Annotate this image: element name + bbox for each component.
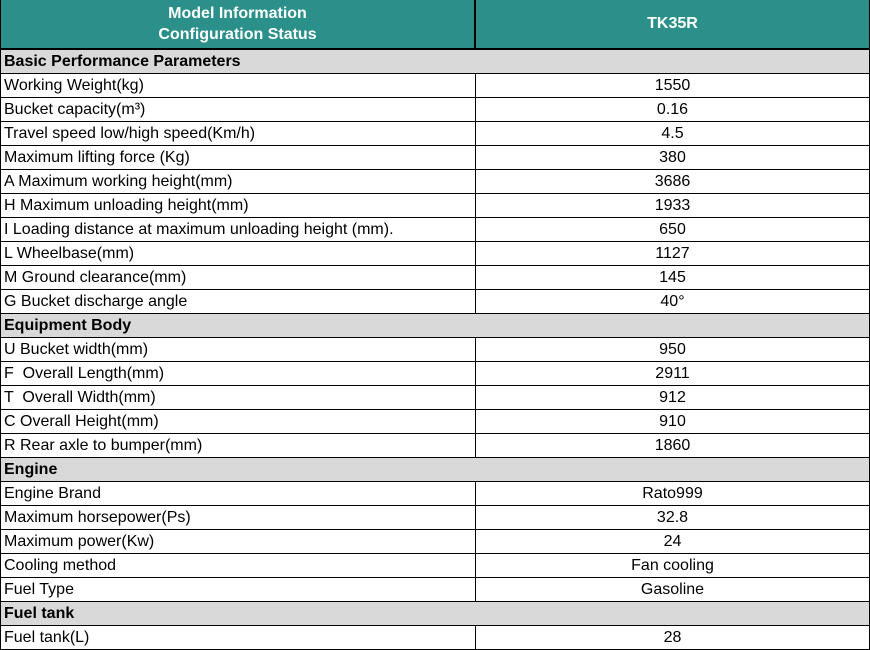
table-row: Maximum horsepower(Ps) 32.8: [1, 506, 869, 530]
table-row: R Rear axle to bumper(mm) 1860: [1, 434, 869, 458]
spec-value: 1127: [655, 244, 690, 262]
model-information-header: Model Information Configuration Status: [1, 0, 476, 48]
spec-value: 1550: [654, 76, 691, 94]
spec-value: 2911: [655, 364, 690, 382]
spec-label: U Bucket width(mm): [1, 338, 476, 361]
table-row: A Maximum working height(mm) 3686: [1, 170, 869, 194]
table-row: Maximum power(Kw) 24: [1, 530, 869, 554]
table-row: Fuel Type Gasoline: [1, 578, 869, 602]
spec-label: Fuel tank(L): [1, 626, 476, 649]
spec-value: 912: [659, 388, 686, 406]
spec-value: 40°: [660, 292, 685, 310]
table-row: M Ground clearance(mm) 145: [1, 266, 869, 290]
table-row: I Loading distance at maximum unloading …: [1, 218, 869, 242]
spec-value: Rato999: [642, 484, 703, 502]
table-row: Travel speed low/high speed(Km/h) 4.5: [1, 122, 869, 146]
table-row: Engine Brand Rato999: [1, 482, 869, 506]
spec-label: Maximum horsepower(Ps): [1, 506, 476, 529]
spec-value: Fan cooling: [631, 556, 714, 574]
spec-label: Maximum power(Kw): [1, 530, 476, 553]
spec-label: C Overall Height(mm): [1, 410, 476, 433]
header-line-configuration-status: Configuration Status: [158, 26, 317, 43]
spec-label: Bucket capacity(m³): [1, 98, 476, 121]
table-row: Bucket capacity(m³) 0.16: [1, 98, 869, 122]
spec-value: 28: [663, 628, 682, 646]
spec-label: Maximum lifting force (Kg): [1, 146, 476, 169]
spec-value: 950: [659, 340, 686, 358]
table-row: F Overall Length(mm) 2911: [1, 362, 869, 386]
section-header: Equipment Body: [1, 314, 869, 338]
spec-value: 650: [659, 220, 686, 238]
spec-value: 145: [659, 268, 686, 286]
model-name-header: TK35R: [647, 15, 698, 32]
section-header: Fuel tank: [1, 602, 869, 626]
spec-label: I Loading distance at maximum unloading …: [1, 218, 476, 241]
table-row: H Maximum unloading height(mm) 1933: [1, 194, 869, 218]
spec-value: 0.16: [656, 100, 689, 118]
spec-label: Cooling method: [1, 554, 476, 577]
spec-label: Engine Brand: [1, 482, 476, 505]
spec-value: 24: [663, 532, 682, 550]
spec-value: 3686: [654, 172, 691, 190]
table-row: U Bucket width(mm) 950: [1, 338, 869, 362]
spec-label: Working Weight(kg): [1, 74, 476, 97]
spec-table-body: Basic Performance Parameters Working Weig…: [1, 50, 869, 650]
section-header: Engine: [1, 458, 869, 482]
spec-label: Fuel Type: [1, 578, 476, 601]
spec-value: 910: [659, 412, 686, 430]
table-row: C Overall Height(mm) 910: [1, 410, 869, 434]
spec-label: T Overall Width(mm): [1, 386, 476, 409]
spec-label: H Maximum unloading height(mm): [1, 194, 476, 217]
spec-label: G Bucket discharge angle: [1, 290, 476, 313]
table-row: Fuel tank(L) 28: [1, 626, 869, 650]
spec-label: M Ground clearance(mm): [1, 266, 476, 289]
table-row: T Overall Width(mm) 912: [1, 386, 869, 410]
spec-value: 4.5: [661, 124, 684, 142]
table-row: Cooling method Fan cooling: [1, 554, 869, 578]
table-row: Working Weight(kg) 1550: [1, 74, 869, 98]
table-row: G Bucket discharge angle 40°: [1, 290, 869, 314]
spec-label: A Maximum working height(mm): [1, 170, 476, 193]
spec-label: L Wheelbase(mm): [1, 242, 476, 265]
spec-label: R Rear axle to bumper(mm): [1, 434, 476, 457]
spec-value: 1860: [654, 436, 691, 454]
spec-value: 32.8: [656, 508, 689, 526]
spec-label: F Overall Length(mm): [1, 362, 476, 385]
spec-label: Travel speed low/high speed(Km/h): [1, 122, 476, 145]
spec-value: Gasoline: [640, 580, 705, 598]
spec-value: 1933: [654, 196, 691, 214]
table-row: Maximum lifting force (Kg) 380: [1, 146, 869, 170]
section-header: Basic Performance Parameters: [1, 50, 869, 74]
header-line-model-information: Model Information: [168, 5, 307, 22]
table-row: L Wheelbase(mm) 1127: [1, 242, 869, 266]
spec-value: 380: [659, 148, 686, 166]
table-header-row: Model Information Configuration Status T…: [1, 0, 869, 50]
